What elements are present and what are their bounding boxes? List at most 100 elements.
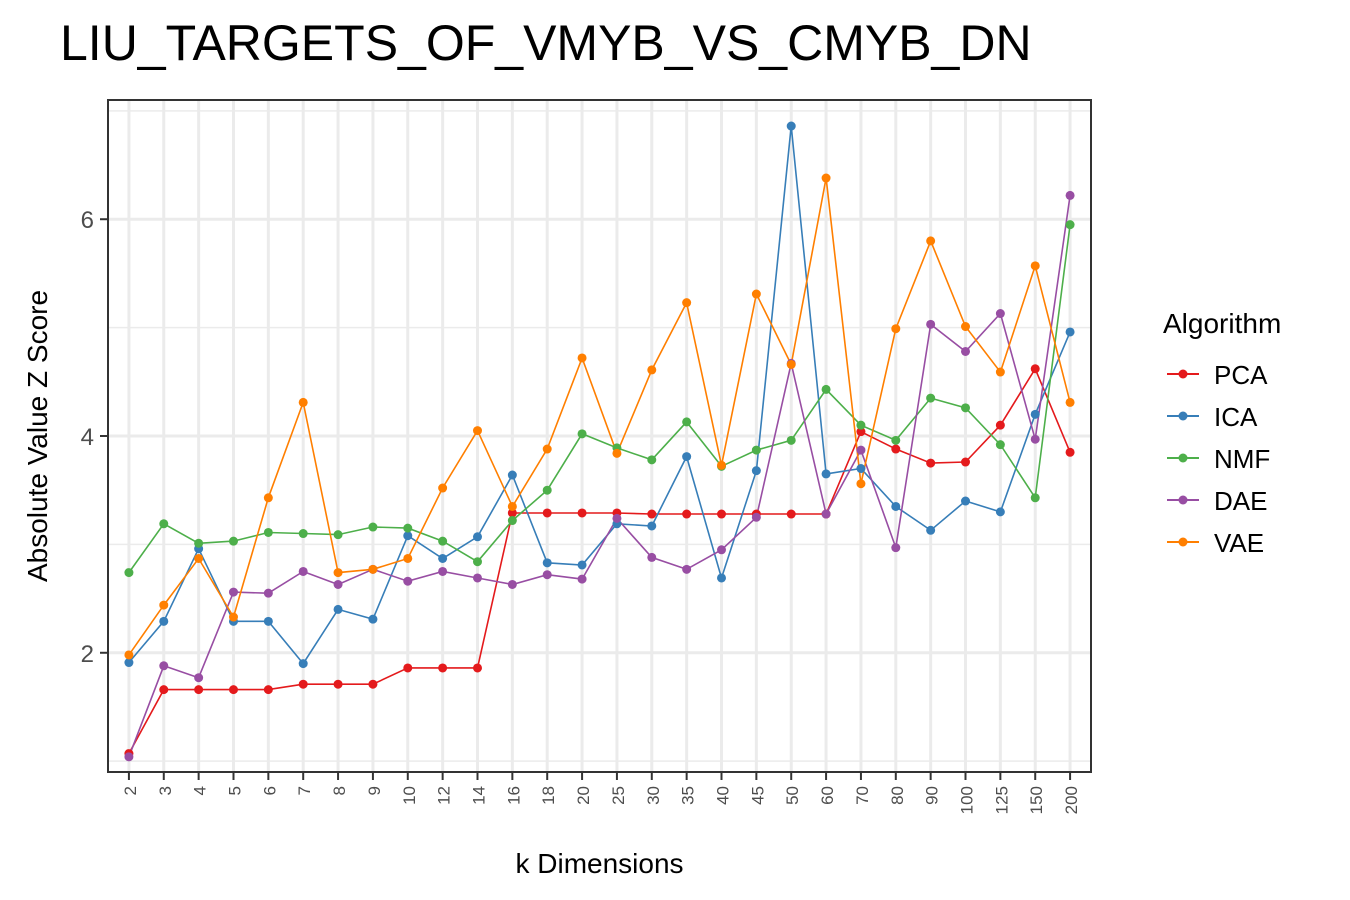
y-tick-label: 2 — [81, 641, 94, 668]
data-point-vae — [403, 553, 413, 563]
y-axis: 2 4 6 — [81, 207, 108, 668]
data-point-pca — [403, 663, 413, 673]
data-point-vae — [438, 483, 448, 493]
x-tick-label: 100 — [958, 786, 977, 814]
data-point-ica — [891, 501, 901, 511]
major-gridlines — [108, 100, 1091, 772]
x-tick-label: 70 — [853, 786, 872, 805]
data-point-ica — [717, 573, 727, 583]
data-point-dae — [159, 661, 169, 671]
data-point-nmf — [995, 440, 1005, 450]
data-point-nmf — [263, 527, 273, 537]
x-tick-label: 40 — [714, 786, 733, 805]
legend-item-vae: VAE — [1167, 528, 1264, 558]
legend-key-point — [1178, 453, 1188, 463]
legend-item-ica: ICA — [1167, 402, 1258, 432]
data-point-vae — [647, 365, 657, 375]
x-tick-label: 80 — [888, 786, 907, 805]
legend-label: ICA — [1214, 402, 1258, 432]
data-point-nmf — [891, 435, 901, 445]
x-axis: 2 3 4 5 6 7 8 9 10 12 14 16 18 20 25 30 35 40 45 50 60 70 80 90… — [121, 772, 1081, 814]
data-point-pca — [438, 663, 448, 673]
data-point-ica — [1030, 409, 1040, 419]
data-point-vae — [298, 397, 308, 407]
data-point-dae — [961, 346, 971, 356]
data-point-vae — [682, 298, 692, 308]
data-point-pca — [333, 679, 343, 689]
data-point-ica — [298, 659, 308, 669]
data-point-vae — [228, 612, 238, 622]
legend-key-point — [1178, 537, 1188, 547]
x-tick-label: 12 — [435, 786, 454, 805]
data-point-pca — [263, 685, 273, 695]
x-tick-label: 90 — [923, 786, 942, 805]
data-point-nmf — [472, 557, 482, 567]
series-line-pca — [128, 367, 1071, 754]
data-point-nmf — [194, 538, 204, 548]
x-tick-label: 25 — [609, 786, 628, 805]
data-point-ica — [995, 507, 1005, 517]
data-point-nmf — [682, 417, 692, 427]
data-point-vae — [472, 426, 482, 436]
legend-label: PCA — [1214, 360, 1268, 390]
data-point-vae — [194, 553, 204, 563]
x-tick-label: 35 — [679, 786, 698, 805]
data-point-pca — [1065, 447, 1075, 457]
data-point-ica — [751, 466, 761, 476]
data-point-pca — [995, 420, 1005, 430]
data-point-vae — [159, 600, 169, 610]
legend-label: NMF — [1214, 444, 1270, 474]
data-point-vae — [577, 353, 587, 363]
data-point-dae — [717, 545, 727, 555]
data-point-ica — [472, 532, 482, 542]
series-line-vae — [128, 177, 1071, 656]
data-point-nmf — [751, 445, 761, 455]
data-point-ica — [1065, 327, 1075, 337]
data-point-vae — [856, 479, 866, 489]
data-point-nmf — [403, 523, 413, 533]
legend-key-point — [1178, 495, 1188, 505]
data-point-pca — [159, 685, 169, 695]
data-point-pca — [961, 457, 971, 467]
data-point-dae — [891, 543, 901, 553]
data-point-pca — [228, 685, 238, 695]
data-point-dae — [263, 588, 273, 598]
legend-item-nmf: NMF — [1167, 444, 1270, 474]
x-tick-label: 14 — [469, 786, 488, 805]
data-point-vae — [333, 568, 343, 578]
data-point-nmf — [124, 568, 134, 578]
data-point-nmf — [368, 522, 378, 532]
series-line-dae — [128, 195, 1071, 758]
x-tick-label: 9 — [365, 786, 384, 795]
legend-key-point — [1178, 369, 1188, 379]
series-points — [124, 121, 1075, 762]
data-point-ica — [647, 521, 657, 531]
x-tick-label: 4 — [191, 786, 210, 795]
data-point-nmf — [961, 403, 971, 413]
data-point-pca — [926, 458, 936, 468]
x-tick-label: 60 — [818, 786, 837, 805]
data-point-vae — [995, 367, 1005, 377]
data-point-ica — [682, 452, 692, 462]
data-point-dae — [1065, 190, 1075, 200]
data-point-nmf — [542, 485, 552, 495]
data-point-pca — [472, 663, 482, 673]
data-point-pca — [717, 509, 727, 519]
legend-key-point — [1178, 411, 1188, 421]
x-tick-label: 30 — [644, 786, 663, 805]
data-point-dae — [577, 574, 587, 584]
x-tick-label: 10 — [400, 786, 419, 805]
legend-label: DAE — [1214, 486, 1267, 516]
data-point-pca — [368, 679, 378, 689]
data-point-nmf — [786, 435, 796, 445]
series-lines — [128, 125, 1071, 758]
data-point-ica — [507, 470, 517, 480]
x-tick-label: 2 — [121, 786, 140, 795]
x-tick-label: 3 — [156, 786, 175, 795]
data-point-nmf — [1065, 220, 1075, 230]
data-point-pca — [1030, 364, 1040, 374]
data-point-ica — [926, 525, 936, 535]
data-point-pca — [542, 508, 552, 518]
data-point-ica — [368, 614, 378, 624]
